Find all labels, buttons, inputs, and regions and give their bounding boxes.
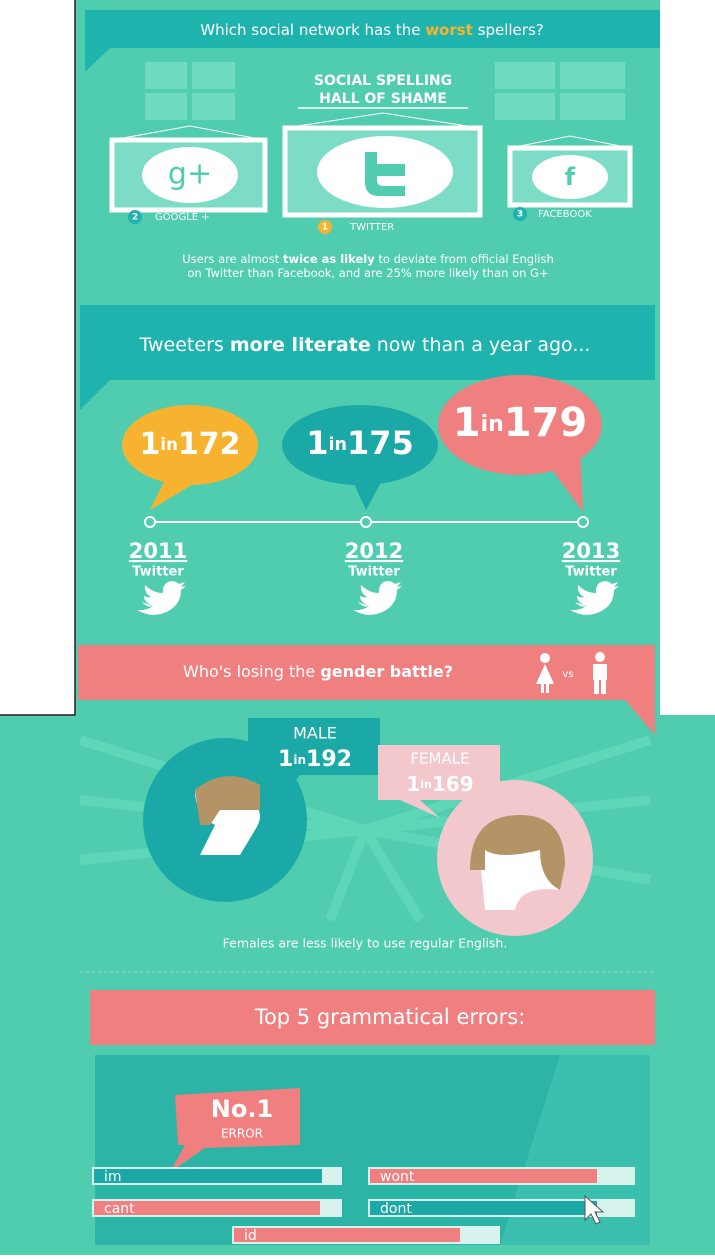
icon-text: f xyxy=(565,163,576,191)
ratio-part: 1 xyxy=(453,400,481,446)
badge-text: ERROR xyxy=(221,1127,263,1141)
ratio-part: 175 xyxy=(347,424,414,462)
ratio-part: in xyxy=(328,435,347,455)
ratio-part: 1 xyxy=(306,424,328,462)
hall-title: SOCIAL SPELLING xyxy=(314,73,452,89)
timeline-point xyxy=(361,517,371,527)
icon-text: g+ xyxy=(168,157,212,192)
error-bar xyxy=(234,1228,460,1242)
network: Twitter xyxy=(132,565,184,580)
network-label: TWITTER xyxy=(349,222,394,233)
badge-text: No.1 xyxy=(211,1095,273,1123)
ratio: 1in172 xyxy=(140,427,241,462)
timeline-point xyxy=(578,517,588,527)
ratio-part: in xyxy=(160,435,177,454)
vs: vs xyxy=(562,669,573,680)
timeline-point xyxy=(145,517,155,527)
error-label: dont xyxy=(380,1201,412,1217)
gender-title: Who's losing the gender battle? xyxy=(183,662,453,681)
ratio: 1in175 xyxy=(306,424,414,462)
male-ratio: 1in192 xyxy=(278,747,352,772)
ratio-part: 1 xyxy=(140,427,161,462)
error-label: id xyxy=(244,1228,257,1244)
network: Twitter xyxy=(565,565,617,580)
ratio-part: 179 xyxy=(504,400,588,446)
network-label: GOOGLE + xyxy=(155,212,210,223)
summary-line: Users are almost twice as likely to devi… xyxy=(182,252,554,266)
female-ratio: 1in169 xyxy=(406,772,473,796)
year: 2013 xyxy=(562,539,620,563)
error-label: im xyxy=(104,1169,122,1185)
ratio-part: 172 xyxy=(178,427,241,462)
year: 2011 xyxy=(129,539,187,563)
year: 2012 xyxy=(345,539,403,563)
gender-note: Females are less likely to use regular E… xyxy=(223,936,508,951)
errors-title: Top 5 grammatical errors: xyxy=(254,1005,526,1029)
header-question: Which social network has the worst spell… xyxy=(200,21,543,39)
border xyxy=(0,0,75,715)
summary-line: on Twitter than Facebook, and are 25% mo… xyxy=(187,266,548,280)
rank: 3 xyxy=(517,210,523,220)
error-bar xyxy=(94,1169,322,1183)
error-label: wont xyxy=(380,1169,415,1185)
rank: 2 xyxy=(132,213,138,223)
error-label: cant xyxy=(104,1201,135,1217)
literacy-title: Tweeters more literate now than a year a… xyxy=(139,334,591,356)
female-label: FEMALE xyxy=(410,750,469,768)
network: Twitter xyxy=(348,565,400,580)
rank: 1 xyxy=(322,223,328,233)
hall-title: HALL OF SHAME xyxy=(319,91,447,107)
ratio-part: in xyxy=(481,412,504,437)
network-label: FACEBOOK xyxy=(538,209,592,220)
ratio: 1in179 xyxy=(453,400,588,446)
infographic: Which social network has the worst spell… xyxy=(0,0,715,1255)
male-label: MALE xyxy=(293,724,337,743)
